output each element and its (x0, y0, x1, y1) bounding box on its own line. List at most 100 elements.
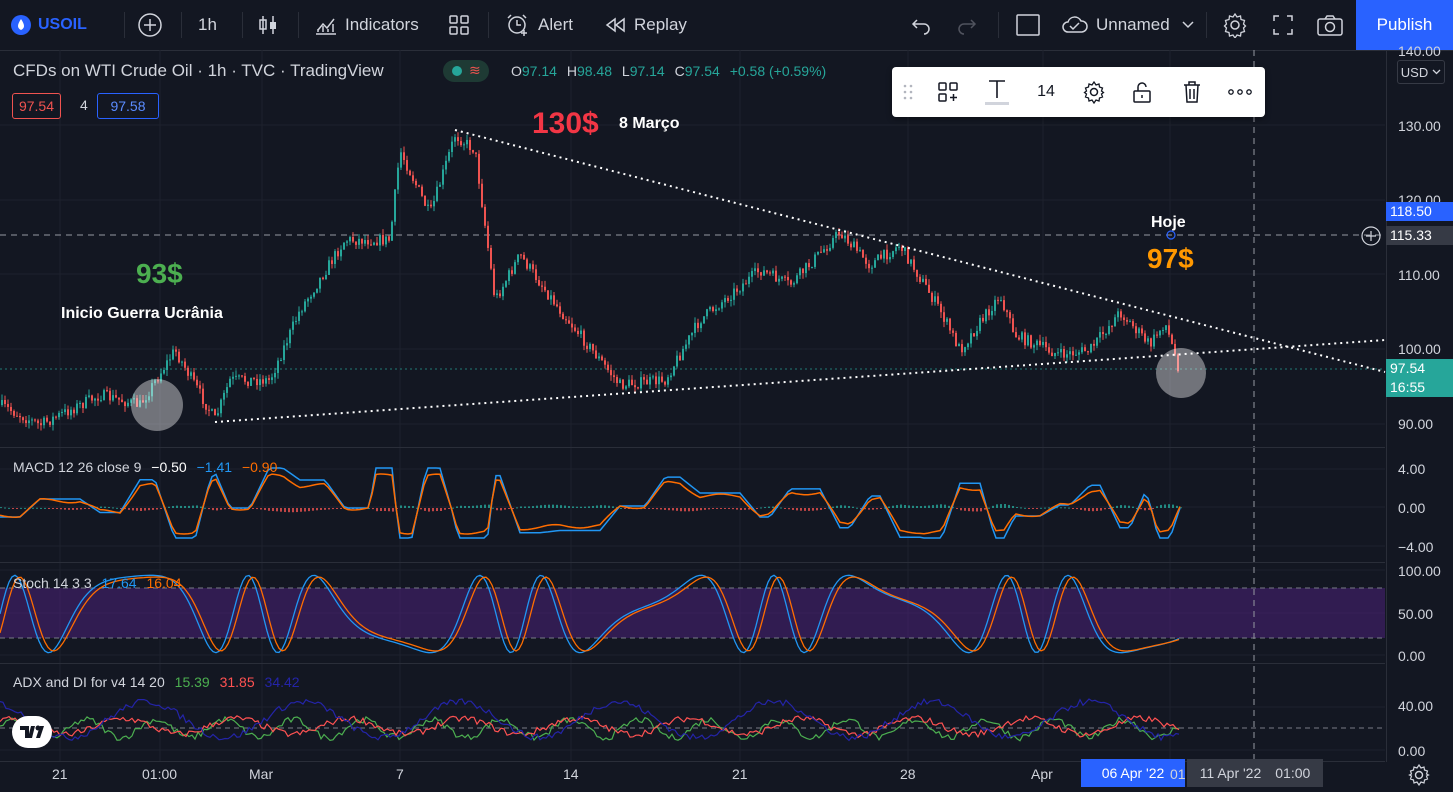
peak-date-annotation[interactable]: 8 Março (619, 115, 680, 132)
candle-body (475, 152, 477, 154)
war-start-annotation[interactable]: Inicio Guerra Ucrânia (61, 305, 223, 322)
candle-body (265, 378, 267, 384)
chart-type-button[interactable] (256, 0, 280, 50)
candle-body (28, 420, 30, 424)
candle-body (145, 400, 147, 403)
macd-histogram-bar (476, 505, 478, 508)
templates-button[interactable] (447, 0, 471, 50)
candle-body (625, 386, 627, 389)
macd-histogram-bar (320, 508, 322, 510)
candle-body (190, 372, 192, 376)
templates-icon[interactable] (932, 67, 964, 117)
candle-body (811, 266, 813, 268)
start-price-annotation[interactable]: 93$ (136, 258, 183, 289)
sell-button[interactable]: 97.54 (12, 93, 61, 119)
candle-body (697, 322, 699, 329)
currency-label: USD (1400, 64, 1429, 80)
snapshot-button[interactable] (1316, 0, 1344, 50)
peak-price-annotation[interactable]: 130$ (532, 107, 599, 140)
more-icon[interactable] (1224, 67, 1256, 117)
drag-handle-icon[interactable] (898, 67, 918, 117)
layout-name: Unnamed (1096, 15, 1170, 34)
macd-histogram-bar (788, 508, 790, 510)
candle-body (418, 185, 420, 187)
stoch-legend[interactable]: Stoch 14 3 3 17.64 16.04 (13, 575, 182, 591)
candle-body (721, 302, 723, 309)
compare-symbol-button[interactable] (137, 0, 163, 50)
candle-body (952, 330, 954, 333)
macd-histogram-bar (448, 508, 450, 509)
candle-body (1138, 328, 1140, 334)
publish-button[interactable]: Publish (1356, 0, 1453, 50)
candle-body (1144, 333, 1146, 342)
macd-histogram-bar (1092, 508, 1094, 512)
candle-body (334, 251, 336, 264)
macd-series (0, 467, 1182, 539)
replay-button[interactable]: Replay (604, 0, 687, 50)
macd-histogram-bar (412, 506, 414, 508)
candle-body (181, 361, 183, 363)
settings-icon[interactable] (1078, 67, 1110, 117)
today-price-annotation[interactable]: 97$ (1147, 243, 1194, 274)
fullscreen-button[interactable] (1271, 0, 1295, 50)
candle-body (1090, 343, 1092, 353)
macd-histogram-bar (100, 506, 102, 508)
macd-histogram-bar (140, 508, 142, 511)
tradingview-logo[interactable] (12, 716, 52, 748)
candle-body (262, 379, 264, 384)
indicators-button[interactable]: Indicators (313, 0, 419, 50)
macd-histogram-bar (52, 508, 54, 509)
candle-body (619, 379, 621, 384)
market-status-badge[interactable]: ≋ (443, 60, 489, 82)
axis-settings-button[interactable] (1408, 763, 1430, 791)
macd-histogram-bar (316, 508, 318, 511)
macd-histogram-bar (136, 508, 138, 511)
time-label: 01 (1170, 766, 1186, 782)
candle-body (1093, 343, 1095, 346)
candle-body (517, 254, 519, 263)
macd-histogram-bar (488, 504, 490, 508)
candle-body (1147, 338, 1149, 342)
buy-button[interactable]: 97.58 (97, 93, 159, 119)
candle-body (19, 415, 21, 418)
macd-histogram-bar (980, 508, 982, 512)
candle-body (154, 380, 156, 384)
unlock-icon[interactable] (1126, 67, 1158, 117)
redo-button[interactable] (955, 0, 979, 50)
macd-histogram-bar (160, 508, 162, 509)
candle-body (541, 285, 543, 287)
chart-settings-button[interactable] (1222, 0, 1248, 50)
macd-histogram-bar (104, 506, 106, 508)
alert-button[interactable]: Alert (504, 0, 573, 50)
macd-histogram-bar (880, 508, 882, 509)
layout-name-button[interactable]: Unnamed (1060, 0, 1194, 50)
candle-body (1054, 353, 1056, 357)
layout-button[interactable] (1015, 0, 1041, 50)
candle-body (286, 343, 288, 346)
macd-histogram-bar (112, 507, 114, 509)
adx-legend[interactable]: ADX and DI for v4 14 20 15.39 31.85 34.4… (13, 674, 300, 690)
trash-icon[interactable] (1176, 67, 1208, 117)
interval-button[interactable]: 1h (198, 0, 217, 50)
candle-body (10, 406, 12, 412)
currency-button[interactable]: USD (1397, 60, 1445, 84)
macd-histogram-bar (196, 505, 198, 508)
macd-histogram-bar (660, 508, 662, 510)
chart-canvas[interactable] (0, 50, 1386, 762)
macd-legend[interactable]: MACD 12 26 close 9 −0.50 −1.41 −0.90 (13, 459, 278, 475)
candle-body (1135, 326, 1137, 334)
font-size-button[interactable]: 14 (1037, 83, 1055, 100)
symbol-search-button[interactable]: USOIL (10, 0, 87, 50)
candle-body (856, 241, 858, 251)
candle-body (64, 409, 66, 412)
price-axis[interactable] (1386, 50, 1453, 762)
candle-body (280, 360, 282, 362)
text-color-icon[interactable] (980, 67, 1014, 117)
candle-body (532, 264, 534, 270)
candle-body (1033, 345, 1035, 348)
candle-body (1060, 348, 1062, 353)
today-annotation[interactable]: Hoje (1151, 214, 1186, 231)
candle-body (1165, 325, 1167, 330)
macd-histogram-bar (468, 505, 470, 508)
undo-button[interactable] (909, 0, 933, 50)
